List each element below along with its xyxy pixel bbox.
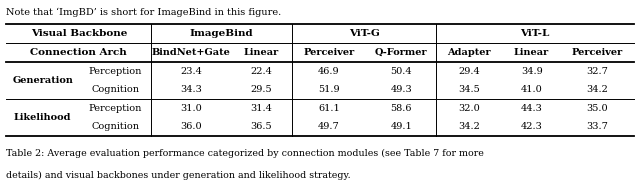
Text: 33.7: 33.7	[586, 122, 608, 131]
Text: 34.5: 34.5	[458, 85, 480, 94]
Text: 44.3: 44.3	[521, 104, 543, 113]
Text: 32.0: 32.0	[458, 104, 480, 113]
Text: 22.4: 22.4	[250, 67, 272, 76]
Text: 34.2: 34.2	[458, 122, 480, 131]
Text: Perceiver: Perceiver	[572, 48, 623, 57]
Text: 42.3: 42.3	[521, 122, 543, 131]
Text: 58.6: 58.6	[390, 104, 412, 113]
Text: Perception: Perception	[88, 104, 141, 113]
Text: details) and visual backbones under generation and likelihood strategy.: details) and visual backbones under gene…	[6, 171, 351, 180]
Text: 36.0: 36.0	[180, 122, 202, 131]
Text: Linear: Linear	[514, 48, 549, 57]
Text: Cognition: Cognition	[91, 122, 139, 131]
Text: 49.1: 49.1	[390, 122, 412, 131]
Text: Q-Former: Q-Former	[375, 48, 428, 57]
Text: 36.5: 36.5	[250, 122, 272, 131]
Text: 61.1: 61.1	[318, 104, 340, 113]
Text: Perceiver: Perceiver	[303, 48, 355, 57]
Text: Cognition: Cognition	[91, 85, 139, 94]
Text: Adapter: Adapter	[447, 48, 491, 57]
Text: 29.4: 29.4	[458, 67, 480, 76]
Text: 34.3: 34.3	[180, 85, 202, 94]
Text: 49.7: 49.7	[318, 122, 340, 131]
Text: ViT-G: ViT-G	[349, 29, 380, 38]
Text: 34.2: 34.2	[586, 85, 608, 94]
Text: Perception: Perception	[88, 67, 141, 76]
Text: Likelihood: Likelihood	[14, 113, 72, 122]
Text: Visual Backbone: Visual Backbone	[31, 29, 127, 38]
Text: 23.4: 23.4	[180, 67, 202, 76]
Text: 31.0: 31.0	[180, 104, 202, 113]
Text: 41.0: 41.0	[521, 85, 543, 94]
Text: 49.3: 49.3	[390, 85, 412, 94]
Text: ImageBind: ImageBind	[190, 29, 253, 38]
Text: ViT-L: ViT-L	[520, 29, 550, 38]
Text: Note that ‘ImgBD’ is short for ImageBind in this figure.: Note that ‘ImgBD’ is short for ImageBind…	[6, 8, 282, 17]
Text: Connection Arch: Connection Arch	[31, 48, 127, 57]
Text: 51.9: 51.9	[318, 85, 340, 94]
Text: 31.4: 31.4	[250, 104, 272, 113]
Text: 29.5: 29.5	[250, 85, 272, 94]
Text: 34.9: 34.9	[521, 67, 543, 76]
Text: 35.0: 35.0	[587, 104, 608, 113]
Text: Generation: Generation	[12, 76, 73, 85]
Text: 32.7: 32.7	[586, 67, 608, 76]
Text: Table 2: Average evaluation performance categorized by connection modules (see T: Table 2: Average evaluation performance …	[6, 148, 484, 158]
Text: BindNet+Gate: BindNet+Gate	[152, 48, 230, 57]
Text: Linear: Linear	[244, 48, 279, 57]
Text: 46.9: 46.9	[318, 67, 340, 76]
Text: 50.4: 50.4	[390, 67, 412, 76]
